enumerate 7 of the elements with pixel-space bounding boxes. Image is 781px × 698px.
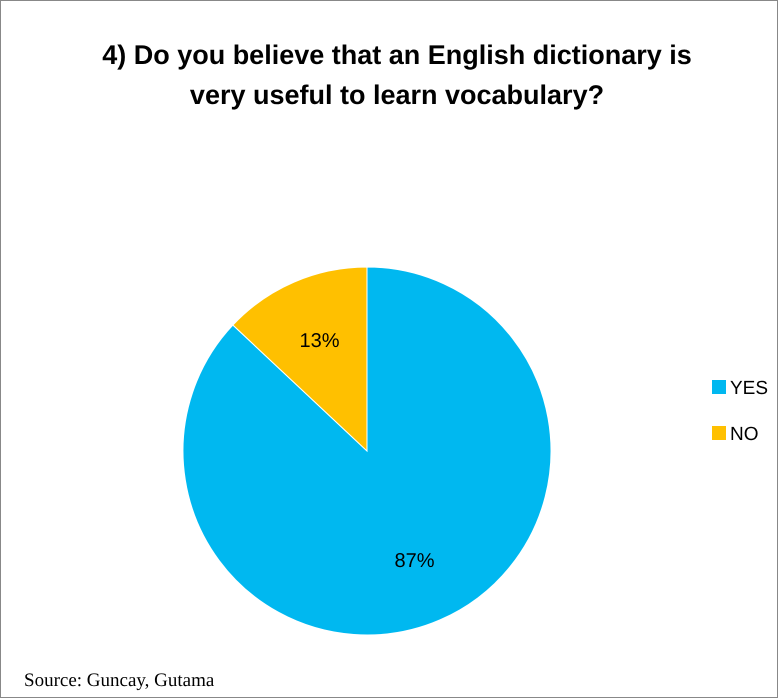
- source-note: Source: Guncay, Gutama: [24, 670, 215, 691]
- legend-label: YES: [730, 378, 768, 399]
- pie-slice: [182, 266, 552, 636]
- data-label: 87%: [394, 550, 435, 572]
- legend-label: NO: [730, 424, 758, 445]
- data-label: 13%: [299, 330, 340, 352]
- chart-title: 4) Do you believe that an English dictionary is very useful to learn vocabulary?: [102, 40, 692, 110]
